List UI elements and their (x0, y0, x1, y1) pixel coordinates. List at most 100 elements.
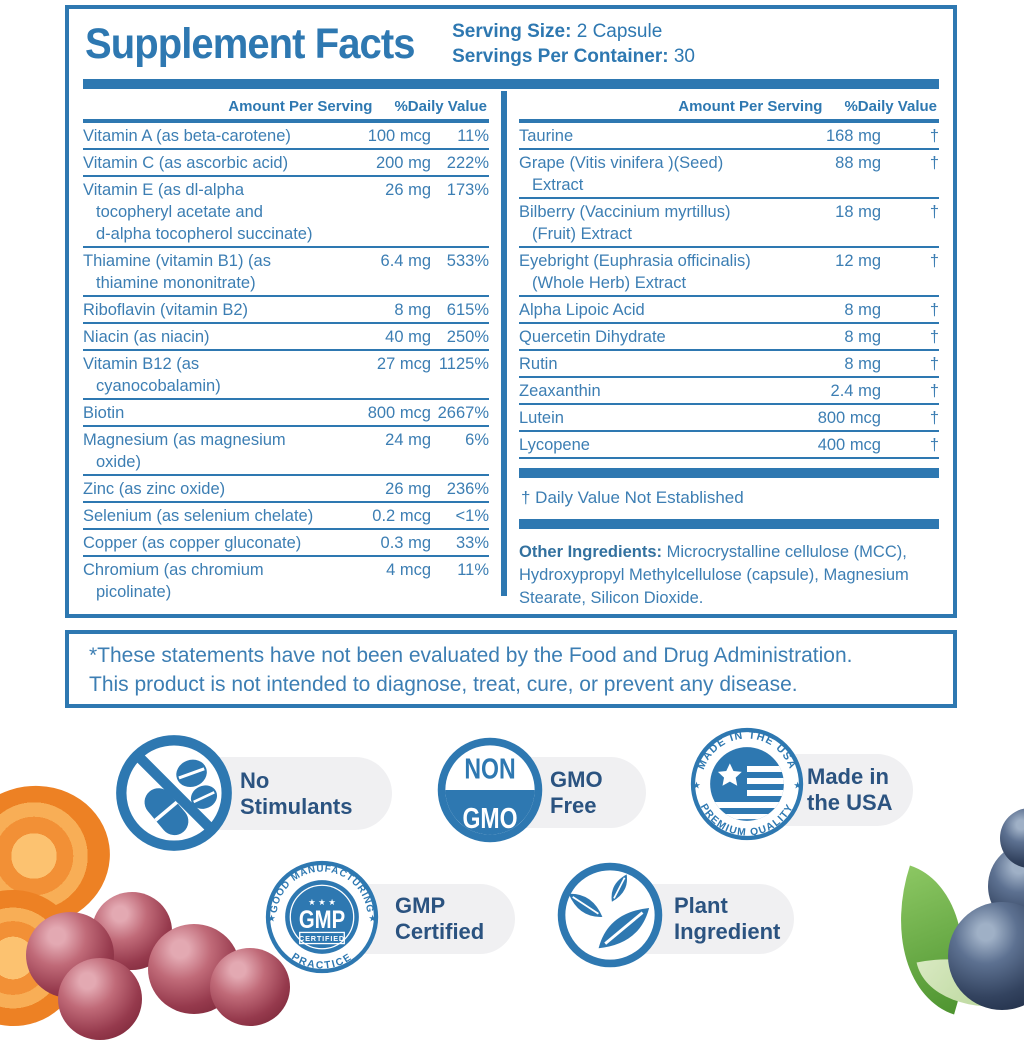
nutrient-name: Copper (as copper gluconate) (83, 534, 302, 552)
nutrient-daily-value: † (929, 127, 939, 145)
nutrient-name: Taurine (519, 127, 574, 145)
seal-side-star: ★ (793, 779, 801, 790)
nutrient-name: Grape (Vitis vinifera )(Seed) Extract (519, 154, 724, 194)
nutrient-amount: 40 mg (385, 328, 431, 346)
nutrient-name: Vitamin A (as beta-carotene) (83, 127, 291, 145)
nutrient-amount: 2.4 mg (830, 382, 881, 400)
serving-size-line: Serving Size: 2 Capsule (452, 19, 695, 44)
seal-text-non: NON (464, 754, 515, 786)
nutrient-daily-value: † (929, 203, 939, 221)
nutrient-amount: 12 mg (835, 252, 881, 270)
serving-info: Serving Size: 2 Capsule Servings Per Con… (452, 19, 695, 69)
left-rows-table: Vitamin A (as beta-carotene) 100 mcg 11% Vi… (83, 123, 489, 604)
table-row: Riboflavin (vitamin B2) 8 mg 615% (83, 297, 489, 324)
nutrient-daily-value: 236% (446, 480, 489, 498)
servings-label: Servings Per Container: (452, 46, 669, 67)
nutrient-daily-value: 11% (457, 561, 489, 579)
nutrient-amount: 0.2 mcg (372, 507, 431, 525)
seal-side-star: ★ (692, 779, 700, 790)
table-row: Bilberry (Vaccinium myrtillus) (Fruit) E… (519, 199, 939, 248)
nutrient-daily-value: 250% (446, 328, 489, 346)
serving-size-value: 2 Capsule (571, 21, 663, 42)
nutrient-daily-value: 11% (457, 127, 489, 145)
table-row: Vitamin B12 (as cyanocobalamin) 27 mcg 112… (83, 351, 489, 400)
nutrient-name: Rutin (519, 355, 558, 373)
seal-text-gmp: GMP (299, 907, 345, 934)
disclaimer-line1: *These statements have not been evaluate… (89, 644, 853, 667)
serving-size-label: Serving Size: (452, 21, 572, 42)
nutrient-name: Eyebright (Euphrasia officinalis) (Whole… (519, 252, 751, 292)
nutrient-daily-value: † (929, 301, 939, 319)
no-stimulants-icon (116, 735, 232, 851)
table-row: Quercetin Dihydrate 8 mg † (519, 324, 939, 351)
nutrient-amount: 88 mg (835, 154, 881, 172)
right-column: Amount Per Serving %Daily Value Taurine 1… (519, 91, 939, 610)
table-row: Rutin 8 mg † (519, 351, 939, 378)
table-row: Biotin 800 mcg 2667% (83, 400, 489, 427)
nutrient-amount: 4 mcg (386, 561, 431, 579)
nutrient-daily-value: 6% (465, 431, 489, 449)
nutrient-name: Vitamin B12 (as cyanocobalamin) (83, 355, 221, 395)
column-divider (501, 91, 507, 596)
table-row: Lutein 800 mcg † (519, 405, 939, 432)
nutrient-daily-value: † (929, 436, 939, 454)
table-row: Chromium (as chromium picolinate) 4 mcg 11… (83, 557, 489, 604)
table-row: Copper (as copper gluconate) 0.3 mg 33% (83, 530, 489, 557)
nutrient-name: Riboflavin (vitamin B2) (83, 301, 249, 319)
gmp-seal-icon: ★ ★ ★ GMP CERTIFIED ★ ★ GOOD MANUFACTURI… (265, 860, 379, 974)
nutrient-daily-value: 1125% (438, 355, 489, 373)
nutrient-name: Niacin (as niacin) (83, 328, 210, 346)
nutrient-name: Bilberry (Vaccinium myrtillus) (Fruit) E… (519, 203, 731, 243)
right-rows-table: Taurine 168 mg † Grape (Vitis vinifera )(Se… (519, 123, 939, 459)
table-row: Selenium (as selenium chelate) 0.2 mcg <1% (83, 503, 489, 530)
table-row: Vitamin E (as dl-alpha tocopheryl acetat… (83, 177, 489, 248)
servings-per-container-line: Servings Per Container: 30 (452, 44, 695, 69)
grape-image (58, 958, 142, 1040)
daily-value-header: %Daily Value (844, 98, 937, 115)
facts-columns: Amount Per Serving %Daily Value Vitamin … (83, 91, 939, 610)
table-row: Vitamin C (as ascorbic acid) 200 mg 222% (83, 150, 489, 177)
nutrient-name: Vitamin E (as dl-alpha tocopheryl acetat… (83, 181, 313, 243)
table-row: Thiamine (vitamin B1) (as thiamine monon… (83, 248, 489, 297)
nutrient-name: Quercetin Dihydrate (519, 328, 666, 346)
nutrient-daily-value: <1% (455, 507, 489, 525)
nutrient-name: Chromium (as chromium picolinate) (83, 561, 264, 601)
nutrient-daily-value: † (929, 154, 939, 172)
servings-value: 30 (668, 46, 695, 67)
panel-header: Supplement Facts Serving Size: 2 Capsule… (69, 9, 953, 75)
nutrient-name: Lycopene (519, 436, 590, 454)
amount-header: Amount Per Serving (678, 98, 823, 115)
nutrient-daily-value: † (929, 252, 939, 270)
fda-disclaimer: *These statements have not been evaluate… (65, 630, 957, 708)
nutrient-amount: 100 mcg (367, 127, 431, 145)
nutrient-amount: 26 mg (385, 480, 431, 498)
table-row: Magnesium (as magnesium oxide) 24 mg 6% (83, 427, 489, 476)
seal-side-star: ★ (368, 912, 376, 923)
seal-side-star: ★ (267, 912, 275, 923)
nutrient-name: Selenium (as selenium chelate) (83, 507, 314, 525)
daily-value-footnote: † Daily Value Not Established (521, 488, 744, 507)
badge-label: Plant (674, 893, 728, 918)
nutrient-amount: 8 mg (394, 301, 431, 319)
nutrient-daily-value: 533% (446, 252, 489, 270)
supplement-facts-panel: Supplement Facts Serving Size: 2 Capsule… (65, 5, 957, 618)
table-row: Taurine 168 mg † (519, 123, 939, 150)
nutrient-amount: 400 mcg (817, 436, 881, 454)
badge-label: Free (550, 792, 597, 818)
nutrient-amount: 200 mg (375, 154, 431, 172)
left-column-header: Amount Per Serving %Daily Value (83, 91, 489, 123)
nutrient-name: Vitamin C (as ascorbic acid) (83, 154, 289, 172)
nutrient-daily-value: 615% (446, 301, 489, 319)
table-row: Niacin (as niacin) 40 mg 250% (83, 324, 489, 351)
badge-label: Made in (807, 764, 889, 789)
left-column: Amount Per Serving %Daily Value Vitamin … (83, 91, 489, 610)
nutrient-name: Biotin (83, 404, 125, 422)
nutrient-amount: 6.4 mg (380, 252, 431, 270)
other-ingredients-label: Other Ingredients: (519, 543, 663, 561)
nutrient-name: Zeaxanthin (519, 382, 601, 400)
nutrient-amount: 18 mg (835, 203, 881, 221)
nutrient-daily-value: † (929, 328, 939, 346)
nutrient-amount: 26 mg (385, 181, 431, 199)
badge-label: GMO (550, 766, 603, 792)
nutrient-daily-value: † (929, 409, 939, 427)
